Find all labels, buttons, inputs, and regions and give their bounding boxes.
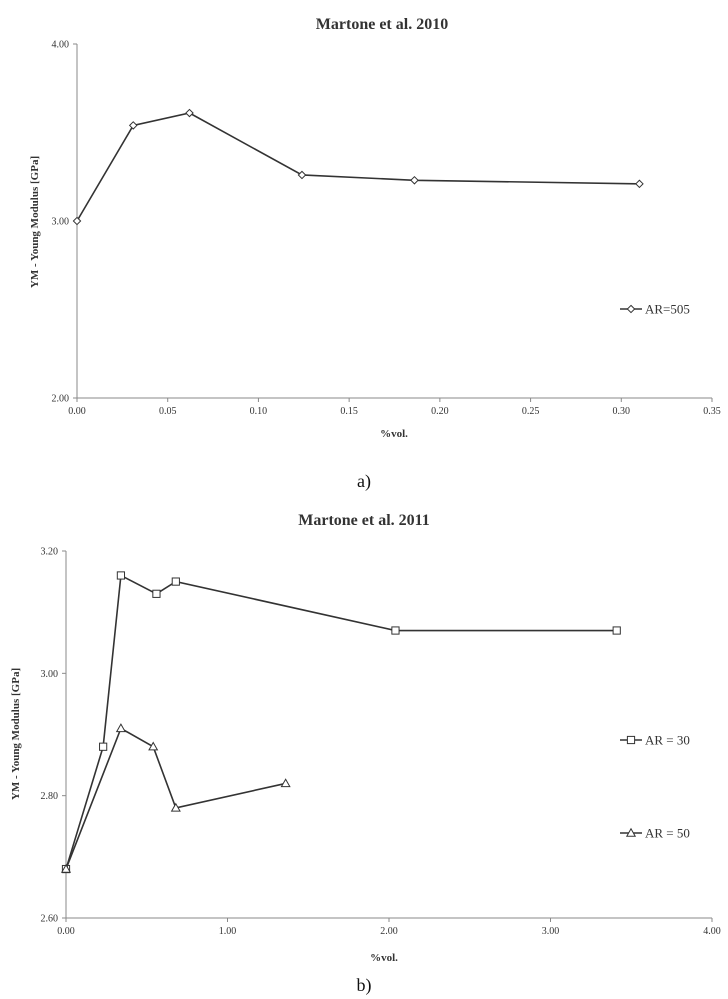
chart-b-x-axis-label: %vol. [370, 952, 398, 964]
y-tick-label: 3.00 [41, 669, 59, 680]
data-point-triangle [170, 802, 181, 812]
x-tick-label: 0.10 [250, 406, 268, 417]
data-point-diamond [128, 121, 138, 130]
data-point-square [99, 742, 108, 751]
data-point-triangle [148, 741, 159, 751]
y-tick-label: 2.80 [41, 791, 59, 802]
x-tick-label: 0.20 [431, 406, 449, 417]
x-tick-label: 0.05 [159, 406, 177, 417]
chart-b-caption: b) [357, 975, 372, 996]
x-tick-label: 0.00 [57, 926, 75, 937]
y-tick-label: 2.00 [52, 394, 70, 405]
data-point-diamond [635, 179, 644, 189]
data-point-triangle [280, 778, 291, 788]
x-tick-label: 3.00 [542, 926, 560, 937]
x-tick-label: 1.00 [219, 926, 237, 937]
data-point-diamond [410, 175, 419, 185]
legend-swatch-marker-square [626, 735, 636, 745]
legend-swatch-marker-triangle [625, 827, 637, 837]
y-tick-label: 3.20 [41, 547, 59, 558]
y-tick-label: 3.00 [52, 217, 70, 228]
chart-a-x-axis-label: %vol. [380, 428, 408, 440]
chart-b-title: Martone et al. 2011 [298, 512, 430, 529]
legend-label: AR=505 [645, 302, 690, 317]
chart-a-title: Martone et al. 2010 [316, 16, 448, 33]
chart-b: Martone et al. 2011 YM - Young Modulus [… [10, 512, 721, 996]
series-line-square [65, 574, 617, 870]
y-tick-label: 4.00 [52, 40, 70, 51]
data-point-square [171, 577, 180, 586]
x-tick-label: 0.00 [68, 406, 86, 417]
series-line-triangle [65, 727, 286, 870]
series-line-diamond [76, 112, 640, 222]
data-point-diamond [185, 108, 194, 118]
data-point-square [116, 571, 126, 580]
data-point-triangle [60, 863, 72, 873]
data-point-diamond [297, 170, 307, 180]
legend-label: AR = 50 [645, 826, 690, 841]
data-point-square [391, 626, 400, 635]
x-tick-label: 0.30 [613, 406, 631, 417]
chart-a-y-axis-label: YM - Young Modulus [GPa] [29, 156, 41, 288]
chart-b-y-axis-label: YM - Young Modulus [GPa] [10, 668, 22, 800]
data-point-diamond [72, 216, 82, 226]
legend-label: AR = 30 [645, 733, 690, 748]
x-tick-label: 0.25 [522, 406, 540, 417]
data-point-square [612, 626, 621, 635]
chart-a: Martone et al. 2010 YM - Young Modulus [… [29, 16, 721, 492]
x-tick-label: 0.35 [703, 406, 721, 417]
x-tick-label: 4.00 [703, 926, 721, 937]
x-tick-label: 2.00 [380, 926, 398, 937]
data-point-square [152, 589, 161, 598]
x-tick-label: 0.15 [340, 406, 358, 417]
chart-a-caption: a) [357, 471, 371, 492]
y-tick-label: 2.60 [41, 914, 59, 925]
legend-swatch-marker-diamond [626, 304, 636, 314]
data-point-triangle [115, 723, 126, 733]
